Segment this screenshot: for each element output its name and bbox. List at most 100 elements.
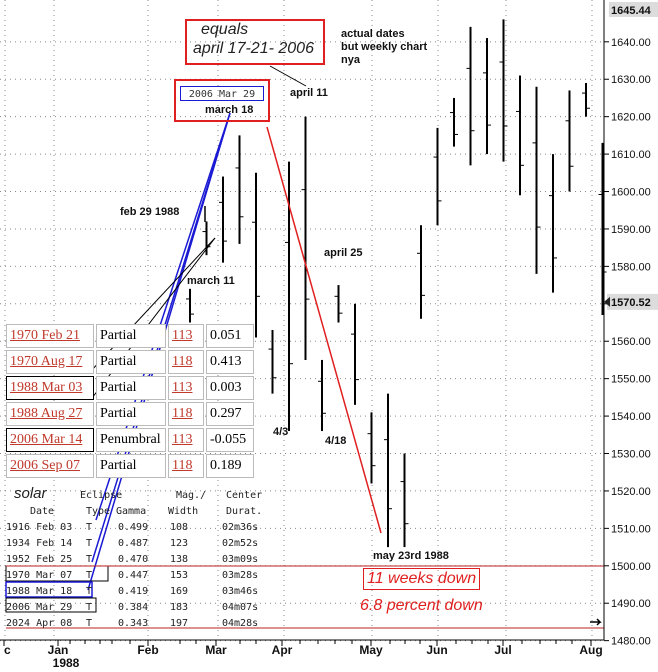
solar-durat: 02m52s	[222, 538, 259, 549]
price-tick-label: 1590.00	[611, 224, 651, 236]
solar-gamma: 0.470	[118, 554, 149, 565]
lunar-row: 1970 Aug 17 Partial 118 0.413	[6, 350, 254, 374]
price-tick-label: 1480.00	[611, 636, 651, 648]
price-tick-label: 1490.00	[611, 598, 651, 610]
lunar-saros[interactable]: 113	[168, 376, 204, 400]
solar-durat: 04m07s	[222, 602, 259, 613]
solar-box-2006	[5, 597, 97, 613]
price-tick-label: 1560.00	[611, 336, 651, 348]
header-mag: Mag./	[176, 490, 207, 501]
solar-date: 1952 Feb 25	[6, 554, 73, 565]
top-price-label: 1645.44	[611, 5, 652, 17]
lunar-row: 1988 Aug 27 Partial 118 0.297	[6, 402, 254, 426]
solar-width: 169	[170, 586, 189, 597]
weeks-down-label: 11 weeks down	[363, 568, 481, 590]
time-axis: c Jan Feb Mar Apr May Jun Jul Aug 1988	[0, 639, 604, 670]
lunar-saros[interactable]: 118	[168, 454, 204, 478]
date-highlight-box	[174, 79, 270, 122]
solar-gamma: 0.343	[118, 618, 149, 629]
equals-dates-label: april 17-21- 2006	[193, 40, 314, 57]
time-tick-label: Mar	[205, 643, 227, 657]
lunar-eclipse-table: 1970 Feb 21 Partial 113 0.051 1970 Aug 17 Par…	[4, 322, 256, 480]
solar-eclipse-table: solar Eclipse Mag./ Center Date Type Gam…	[0, 485, 280, 638]
april-11-label: april 11	[290, 87, 328, 99]
price-tick-label: 1500.00	[611, 561, 651, 573]
lunar-type: Penumbral	[96, 428, 166, 452]
solar-date: 1934 Feb 14	[6, 538, 73, 549]
lunar-date[interactable]: 1970 Aug 17	[6, 350, 94, 374]
cursor-icon	[590, 618, 602, 626]
price-tick-label: 1510.00	[611, 523, 651, 535]
black-connector-1	[89, 237, 216, 373]
lunar-type: Partial	[96, 376, 166, 400]
last-price-marker	[604, 296, 610, 307]
solar-header-top: Eclipse Mag./ Center	[6, 488, 262, 504]
red-trend-line	[266, 126, 382, 534]
solar-type: T	[86, 586, 93, 597]
solar-type: T	[86, 570, 93, 581]
lunar-date[interactable]: 1970 Feb 21	[6, 324, 94, 348]
note-pointer	[269, 65, 307, 87]
actual-dates-note: actual dates but weekly chart nya	[341, 28, 428, 66]
solar-durat: 02m36s	[222, 522, 259, 533]
time-tick-label: Apr	[272, 643, 293, 657]
header-durat: Durat.	[226, 506, 263, 517]
header-gamma: Gamma	[116, 506, 147, 517]
label-4-3: 4/3	[273, 426, 289, 438]
equals-label: equals	[201, 21, 249, 38]
solar-type: T	[86, 618, 93, 629]
lunar-saros[interactable]: 118	[168, 402, 204, 426]
solar-gamma: 0.384	[118, 602, 149, 613]
lunar-saros[interactable]: 113	[168, 324, 204, 348]
year-label: 1988	[53, 656, 80, 670]
solar-width: 108	[170, 522, 189, 533]
solar-type: T	[86, 522, 93, 533]
april-25-label: april 25	[324, 247, 363, 259]
may-23-label: may 23rd 1988	[373, 550, 449, 562]
solar-gamma: 0.487	[118, 538, 149, 549]
solar-date: 2024 Apr 08	[6, 618, 73, 629]
time-tick-label: Jan	[48, 643, 69, 657]
price-tick-label: 1540.00	[611, 411, 651, 423]
percent-down-label: 6.8 percent down	[360, 597, 483, 614]
date-box-label: 2006 Mar 29	[180, 86, 264, 101]
lunar-saros[interactable]: 118	[168, 350, 204, 374]
lunar-type: Partial	[96, 350, 166, 374]
solar-type: T	[86, 538, 93, 549]
header-eclipse: Eclipse	[80, 490, 123, 501]
last-price-box	[607, 293, 658, 310]
blue-line-1	[95, 112, 231, 521]
top-price-box	[609, 2, 658, 17]
price-tick-label: 1600.00	[611, 187, 651, 199]
lunar-date[interactable]: 1988 Aug 27	[6, 402, 94, 426]
price-tick-label: 1630.00	[611, 74, 651, 86]
price-tick-label: 1580.00	[611, 261, 651, 273]
time-tick-label: Aug	[579, 643, 602, 657]
lunar-date[interactable]: 1988 Mar 03	[6, 376, 94, 400]
lunar-row: 1988 Mar 03 Partial 113 0.003	[6, 376, 254, 400]
time-tick-label: May	[359, 643, 383, 657]
time-tick-label: Feb	[137, 643, 158, 657]
lunar-type: Partial	[96, 324, 166, 348]
lunar-type: Partial	[96, 454, 166, 478]
march-11-label: march 11	[187, 275, 235, 287]
solar-label: solar	[14, 485, 47, 502]
solar-date: 1970 Mar 07	[6, 570, 73, 581]
lunar-date[interactable]: 2006 Sep 07	[6, 454, 94, 478]
solar-box-1988	[5, 581, 93, 598]
header-date: Date	[30, 506, 55, 517]
lunar-saros[interactable]: 113	[168, 428, 204, 452]
lunar-gamma: 0.413	[206, 350, 254, 374]
price-tick-label: 1530.00	[611, 449, 651, 461]
solar-date: 2006 Mar 29	[6, 602, 73, 613]
equals-box	[185, 19, 325, 65]
solar-header-bottom: Date Type Gamma Width Durat.	[6, 504, 262, 520]
last-price-label: 1570.52	[611, 297, 651, 309]
price-tick-label: 1550.00	[611, 374, 651, 386]
price-axis: 1640.00 1630.00 1620.00 1610.00 1600.00 1590.…	[603, 0, 658, 648]
solar-date: 1916 Feb 03	[6, 522, 73, 533]
lunar-gamma: 0.297	[206, 402, 254, 426]
lunar-date[interactable]: 2006 Mar 14	[6, 428, 94, 452]
header-type: Type	[86, 506, 111, 517]
